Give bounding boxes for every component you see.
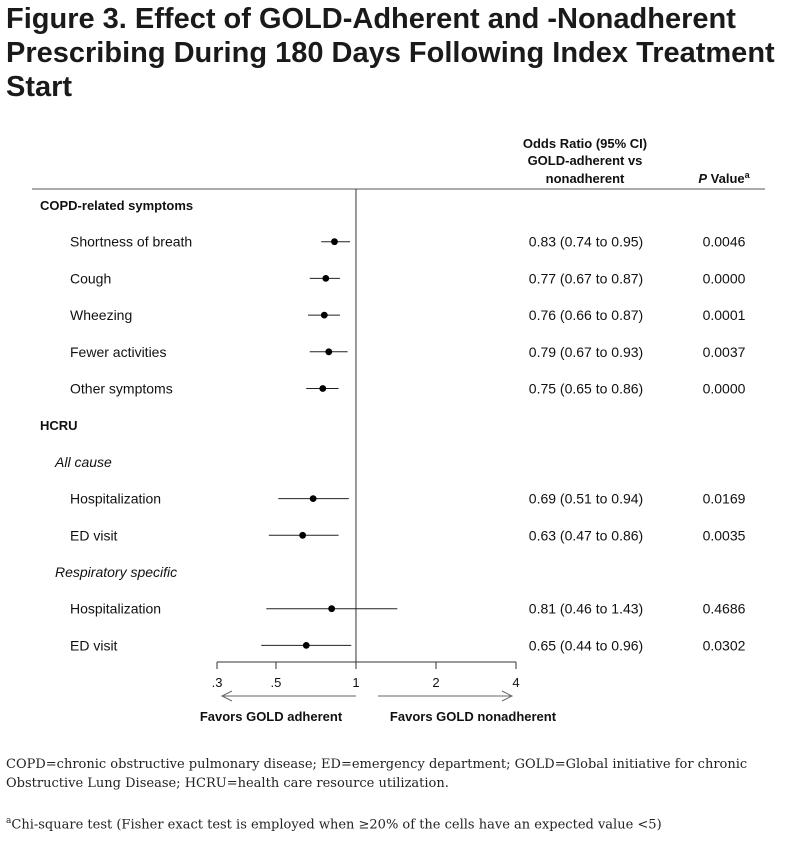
x-axis-ticks: .3 .5 1 2 4 [212, 662, 520, 690]
odds-ratio-point [319, 385, 327, 392]
or-header-line3: nonadherent [546, 171, 625, 186]
row-label: Shortness of breath [70, 234, 192, 250]
figure-title: Figure 3. Effect of GOLD-Adherent and -N… [6, 3, 775, 103]
or-ci-value: 0.76 (0.66 to 0.87) [529, 307, 643, 323]
p-value: 0.0046 [703, 234, 746, 250]
or-header-line2: GOLD-adherent vs [528, 153, 643, 168]
or-ci-value: 0.63 (0.47 to 0.86) [529, 527, 643, 543]
or-ci-value: 0.69 (0.51 to 0.94) [529, 491, 643, 507]
odds-ratio-point [320, 311, 328, 319]
favors-right-arrowhead [501, 690, 514, 702]
or-ci-value: 0.81 (0.46 to 1.43) [529, 601, 643, 617]
odds-ratio-point [322, 275, 330, 282]
p-value-header-p: P [698, 171, 707, 186]
p-value-header: P Valuea [698, 170, 750, 186]
p-value-header-sup: a [745, 170, 751, 180]
favors-left-label: Favors GOLD adherent [200, 709, 343, 724]
p-value: 0.0000 [703, 381, 746, 397]
odds-ratio-point [309, 495, 317, 502]
footnote-marker: a [6, 816, 12, 826]
row-label: ED visit [70, 637, 118, 653]
favors-right-label: Favors GOLD nonadherent [390, 709, 557, 724]
p-value: 0.0302 [703, 637, 746, 653]
p-value: 0.0037 [703, 344, 746, 360]
p-value: 0.0001 [703, 307, 746, 323]
row-label: Other symptoms [70, 381, 173, 397]
or-header-line1: Odds Ratio (95% CI) [523, 136, 647, 151]
forest-rows: COPD-related symptoms Shortness of breath… [40, 198, 746, 653]
odds-ratio-point [302, 642, 310, 649]
p-value: 0.0035 [703, 527, 746, 543]
x-tick-label-2: 1 [352, 675, 359, 690]
x-tick-label-0: .3 [212, 675, 223, 690]
subsection-label: Respiratory specific [55, 564, 177, 580]
x-tick-label-1: .5 [271, 675, 282, 690]
odds-ratio-point [328, 605, 336, 613]
forest-plot: Odds Ratio (95% CI) GOLD-adherent vs non… [32, 136, 765, 724]
row-label: Cough [70, 270, 111, 286]
x-tick-label-4: 4 [512, 675, 519, 690]
x-tick-label-3: 2 [432, 675, 439, 690]
odds-ratio-point [299, 531, 307, 539]
abbreviations-footnote: COPD=chronic obstructive pulmonary disea… [6, 757, 748, 791]
row-label: ED visit [70, 527, 118, 543]
row-label: Fewer activities [70, 344, 166, 360]
section-label: COPD-related symptoms [40, 198, 193, 213]
row-label: Hospitalization [70, 601, 161, 617]
favors-left-arrowhead [220, 690, 233, 702]
p-value: 0.4686 [703, 601, 746, 617]
odds-ratio-point [331, 238, 338, 246]
p-value-header-text: Value [707, 171, 745, 186]
or-ci-value: 0.75 (0.65 to 0.86) [529, 381, 643, 397]
footnote-text: Chi-square test (Fisher exact test is em… [11, 817, 662, 833]
row-label: Wheezing [70, 307, 132, 323]
or-ci-value: 0.65 (0.44 to 0.96) [529, 637, 643, 653]
section-label: HCRU [40, 418, 78, 433]
odds-ratio-point [325, 348, 333, 356]
or-ci-value: 0.79 (0.67 to 0.93) [529, 344, 643, 360]
or-ci-value: 0.83 (0.74 to 0.95) [529, 234, 643, 250]
p-value-footnote: aChi-square test (Fisher exact test is e… [6, 812, 791, 834]
p-value: 0.0000 [703, 270, 746, 286]
p-value: 0.0169 [703, 491, 746, 507]
subsection-label: All cause [54, 454, 112, 470]
row-label: Hospitalization [70, 491, 161, 507]
or-ci-value: 0.77 (0.67 to 0.87) [529, 270, 643, 286]
